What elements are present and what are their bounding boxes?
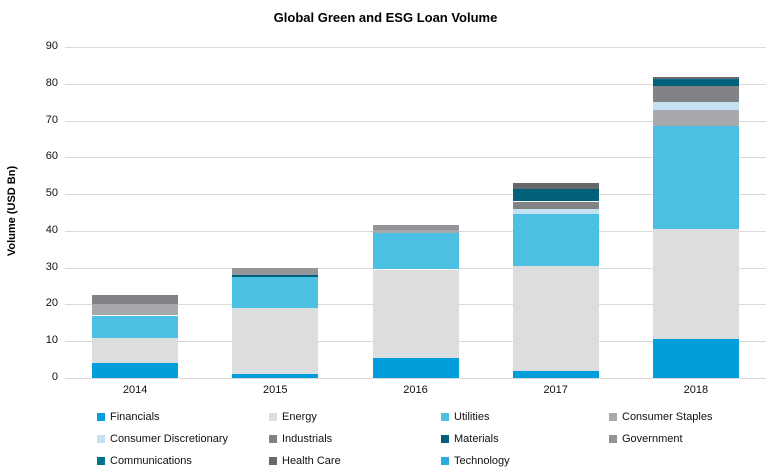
legend-swatch-icon bbox=[97, 413, 105, 421]
x-tick-label-2014: 2014 bbox=[122, 384, 148, 396]
bar-2016-utilities bbox=[372, 232, 459, 270]
legend-label: Consumer Staples bbox=[622, 411, 713, 423]
legend-swatch-icon bbox=[609, 413, 617, 421]
y-tick-label: 70 bbox=[45, 113, 58, 126]
bar-2014-financials bbox=[92, 363, 179, 378]
legend-swatch-icon bbox=[609, 435, 617, 443]
gridline-80 bbox=[65, 83, 766, 85]
bar-2018-communications bbox=[652, 79, 739, 81]
y-tick-label: 10 bbox=[45, 334, 58, 347]
bar-2015-utilities bbox=[232, 276, 319, 309]
bar-2016-consumer-staples bbox=[372, 230, 459, 233]
bar-2014-industrials bbox=[92, 295, 179, 304]
bar-2016-energy bbox=[372, 269, 459, 358]
y-tick-label: 0 bbox=[51, 371, 58, 383]
legend-label: Communications bbox=[110, 455, 192, 467]
legend-item-financials: Financials bbox=[97, 411, 160, 423]
x-tick-label-2016: 2016 bbox=[403, 384, 428, 396]
gridline-50 bbox=[65, 194, 766, 196]
bar-2017-materials bbox=[512, 188, 599, 202]
gridline-70 bbox=[65, 120, 766, 122]
x-tick-label-2017: 2017 bbox=[543, 384, 568, 396]
bar-2017-health-care bbox=[512, 183, 599, 189]
legend-label: Materials bbox=[454, 433, 499, 445]
legend-item-consumer-staples: Consumer Staples bbox=[609, 411, 713, 423]
legend-item-consumer-discretionary: Consumer Discretionary bbox=[97, 433, 228, 445]
y-tick-label: 40 bbox=[45, 223, 58, 236]
legend-label: Health Care bbox=[282, 455, 341, 467]
legend-swatch-icon bbox=[269, 457, 277, 465]
bar-2016-government bbox=[372, 224, 459, 231]
y-tick-label: 80 bbox=[45, 76, 58, 89]
bar-2017-industrials bbox=[512, 201, 599, 209]
legend-label: Energy bbox=[282, 411, 317, 423]
bar-2018-materials bbox=[652, 80, 739, 86]
bar-2017-financials bbox=[512, 370, 599, 378]
gridline-90 bbox=[65, 47, 766, 48]
bar-2018-industrials bbox=[652, 85, 739, 103]
bar-2017-utilities bbox=[512, 214, 599, 266]
legend-item-health-care: Health Care bbox=[269, 455, 341, 467]
bar-2014-energy bbox=[92, 337, 179, 364]
bar-2015-financials bbox=[232, 374, 319, 378]
legend-swatch-icon bbox=[269, 435, 277, 443]
legend-label: Government bbox=[622, 433, 683, 445]
legend-item-communications: Communications bbox=[97, 455, 192, 467]
legend-item-energy: Energy bbox=[269, 411, 317, 423]
legend-swatch-icon bbox=[97, 457, 105, 465]
bar-2018-utilities bbox=[652, 126, 739, 230]
bar-2018-energy bbox=[652, 229, 739, 340]
bar-2015-government bbox=[232, 267, 319, 276]
legend-item-government: Government bbox=[609, 433, 683, 445]
legend-swatch-icon bbox=[441, 435, 449, 443]
legend-item-utilities: Utilities bbox=[441, 411, 489, 423]
legend-swatch-icon bbox=[97, 435, 105, 443]
gridline-60 bbox=[65, 157, 766, 159]
bar-2015-energy bbox=[232, 308, 319, 375]
bar-2018-financials bbox=[652, 339, 739, 378]
y-tick-label: 20 bbox=[45, 297, 58, 310]
bar-2018-consumer-staples bbox=[652, 109, 739, 127]
legend-label: Consumer Discretionary bbox=[110, 433, 228, 445]
bar-2018-health-care bbox=[652, 77, 739, 80]
y-tick-label: 90 bbox=[45, 40, 58, 52]
bar-2015-materials bbox=[232, 275, 319, 277]
bar-2014-utilities bbox=[92, 315, 179, 338]
chart-title: Global Green and ESG Loan Volume bbox=[273, 10, 498, 25]
y-axis-title: Volume (USD Bn) bbox=[6, 165, 18, 257]
bar-2017-energy bbox=[512, 265, 599, 371]
legend-label: Industrials bbox=[282, 433, 333, 445]
legend-item-materials: Materials bbox=[441, 433, 499, 445]
bar-2014-consumer-staples bbox=[92, 303, 179, 316]
bar-2016-financials bbox=[372, 357, 459, 378]
bar-2017-consumer-discretionary bbox=[512, 208, 599, 215]
legend-label: Financials bbox=[110, 411, 160, 423]
legend-item-industrials: Industrials bbox=[269, 433, 332, 445]
legend-swatch-icon bbox=[269, 413, 277, 421]
legend-swatch-icon bbox=[441, 413, 449, 421]
gridline-0 bbox=[65, 378, 766, 379]
y-tick-label: 30 bbox=[45, 260, 58, 273]
bar-2018-consumer-discretionary bbox=[652, 102, 739, 110]
legend-label: Technology bbox=[454, 455, 510, 467]
x-tick-label-2018: 2018 bbox=[683, 384, 709, 396]
y-tick-label: 60 bbox=[45, 150, 58, 163]
x-tick-label-2015: 2015 bbox=[263, 384, 288, 396]
legend-item-technology: Technology bbox=[441, 455, 510, 467]
legend-label: Utilities bbox=[454, 411, 490, 423]
y-tick-label: 50 bbox=[45, 187, 58, 200]
legend-swatch-icon bbox=[441, 457, 449, 465]
